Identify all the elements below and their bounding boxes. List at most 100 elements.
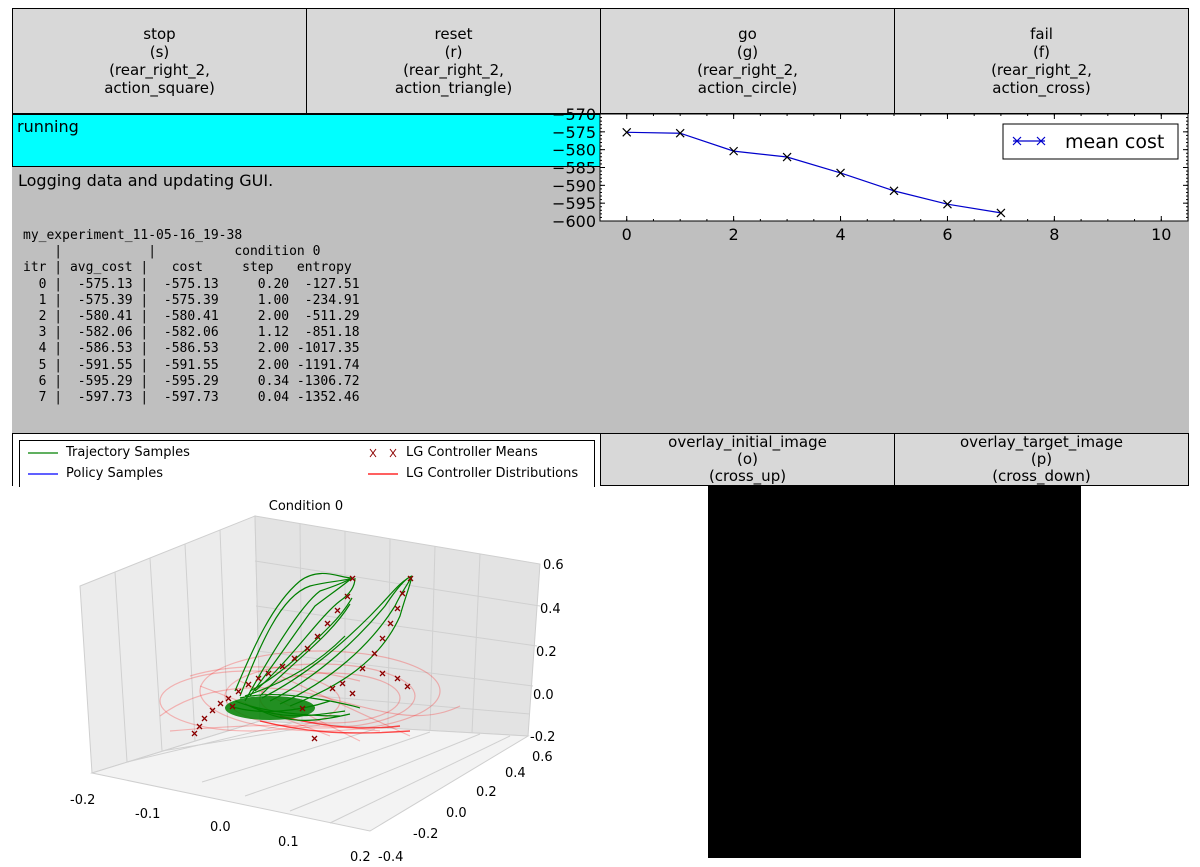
y-tick: -0.4: [378, 850, 403, 865]
x-tick-label: 10: [1151, 225, 1171, 244]
grid-lines: [114, 523, 541, 824]
go-button-line-1: go: [738, 25, 757, 43]
fail-button-line-2: (f): [1033, 43, 1050, 61]
mean-cost-point: [622, 127, 632, 137]
log-row: 4 | -586.53 | -586.53 2.00 -1017.35: [23, 341, 360, 357]
mean-cost-point: [996, 208, 1006, 218]
mean-cost-line: [626, 131, 1002, 214]
log-row: 7 | -597.73 | -597.73 0.04 -1352.46: [23, 390, 360, 406]
mean-cost-point: [675, 128, 685, 138]
overlay-initial-line-3: (cross_up): [708, 467, 787, 485]
go-button-line-4: action_circle): [697, 79, 798, 97]
stop-button-line-1: stop: [143, 25, 176, 43]
stop-button-line-2: (s): [149, 43, 170, 61]
y-tick-label: −585: [552, 159, 596, 178]
x-tick-label: 0: [622, 225, 632, 244]
status-text: running: [17, 117, 79, 136]
z-tick: 0.0: [533, 688, 554, 703]
z-tick: -0.2: [530, 730, 555, 745]
legend-marker-swatch: [1012, 136, 1022, 146]
status-bar: running: [12, 114, 601, 167]
log-subheader: | | condition 0: [23, 244, 321, 260]
overlay-initial-line-1: overlay_initial_image: [668, 433, 827, 451]
y-tick-label: −570: [552, 105, 596, 124]
legend-item-policy-samples: Policy Samples: [28, 466, 163, 481]
y-tick-label: −595: [552, 194, 596, 213]
stop-button-line-4: action_square): [104, 79, 215, 97]
x-tick: 0.0: [210, 820, 231, 835]
go-button[interactable]: go (g) (rear_right_2, action_circle): [600, 8, 895, 114]
x-tick: -0.2: [70, 793, 95, 808]
x-tick-label: 6: [942, 225, 952, 244]
x-axis-ticks: -0.2 -0.1 0.0 0.1 0.2: [70, 793, 371, 865]
reset-button-line-4: action_triangle): [394, 79, 513, 97]
legend-label: Policy Samples: [66, 466, 164, 481]
x-tick: 0.1: [278, 835, 299, 850]
overlay-target-image-button[interactable]: overlay_target_image (p) (cross_down): [894, 433, 1189, 486]
y-tick: 0.6: [532, 750, 553, 765]
camera-image-panel: [708, 486, 1081, 858]
legend-item-lg-controller-distributions: LG Controller Distributions: [368, 466, 578, 481]
overlay-initial-image-button[interactable]: overlay_initial_image (o) (cross_up): [600, 433, 895, 486]
log-row: 1 | -575.39 | -575.39 1.00 -234.91: [23, 292, 360, 308]
plot-title: Condition 0: [269, 499, 343, 514]
reset-button[interactable]: reset (r) (rear_right_2, action_triangle…: [306, 8, 601, 114]
log-title: my_experiment_11-05-16_19-38: [23, 228, 243, 243]
go-button-line-2: (g): [736, 43, 759, 61]
y-tick-label: −590: [552, 176, 596, 195]
reset-button-line-1: reset: [434, 25, 473, 43]
overlay-target-line-3: (cross_down): [992, 467, 1091, 485]
policy-samples-swatch: [28, 472, 58, 475]
y-tick-label: −575: [552, 123, 596, 142]
fail-button[interactable]: fail (f) (rear_right_2, action_cross): [894, 8, 1189, 114]
stop-button-line-3: (rear_right_2,: [109, 61, 210, 79]
mean-cost-point: [836, 168, 845, 178]
log-row: 6 | -595.29 | -595.29 0.34 -1306.72: [23, 373, 360, 389]
pane-floor: [90, 720, 530, 832]
log-row: 3 | -582.06 | -582.06 1.12 -851.18: [23, 325, 360, 341]
z-axis-ticks: -0.2 0.0 0.2 0.4 0.6: [530, 558, 564, 745]
trajectory-samples-swatch: [28, 451, 58, 454]
reset-button-line-2: (r): [444, 43, 463, 61]
x-tick-label: 4: [835, 225, 845, 244]
legend-item-lg-controller-means: LG Controller Means: [368, 445, 538, 460]
fail-button-line-1: fail: [1030, 25, 1053, 43]
z-tick: 0.2: [536, 645, 557, 660]
y-tick: 0.0: [446, 806, 467, 821]
mean-cost-point: [782, 152, 792, 162]
mean-cost-point: [889, 186, 899, 196]
lg-controller-means: [191, 575, 414, 742]
mean-cost-point: [943, 199, 952, 209]
legend-label: LG Controller Distributions: [406, 466, 579, 481]
log-row: 2 | -580.41 | -580.41 2.00 -511.29: [23, 309, 360, 325]
y-tick: 0.2: [476, 785, 497, 800]
legend-label: Trajectory Samples: [66, 445, 190, 460]
overlay-target-line-1: overlay_target_image: [959, 433, 1123, 451]
log-header: itr | avg_cost | cost step entropy: [23, 260, 352, 276]
y-tick: -0.2: [413, 827, 438, 842]
overlay-target-line-2: (p): [1030, 450, 1053, 468]
x-tick-label: 2: [729, 225, 739, 244]
trajectory-legend-wrapper: Trajectory Samples Policy Samples LG Con…: [12, 433, 601, 487]
z-tick: 0.4: [540, 602, 561, 617]
log-row: 0 | -575.13 | -575.13 0.20 -127.51: [23, 276, 360, 292]
x-tick: 0.2: [350, 850, 371, 865]
log-table: my_experiment_11-05-16_19-38 | | conditi…: [18, 228, 1183, 406]
lg-controller-distribution-core: [259, 715, 411, 734]
y-axis-ticks: -0.4 -0.2 0.0 0.2 0.4 0.6: [378, 750, 553, 865]
mean-cost-plot: −570−575−580−585−590−595−600 0 2 4 6 8 10 mean …: [552, 105, 1189, 244]
overlay-initial-line-2: (o): [737, 450, 758, 468]
y-tick-label: −600: [552, 212, 596, 231]
x-tick: -0.1: [135, 807, 160, 822]
condition-3d-plot: Condition 0: [70, 499, 564, 865]
fail-button-line-3: (rear_right_2,: [991, 61, 1092, 79]
stop-button[interactable]: stop (s) (rear_right_2, action_square): [12, 8, 307, 114]
mean-cost-point: [729, 146, 739, 156]
trajectory-cluster: [225, 696, 315, 720]
lg-controller-means-swatch: [369, 448, 397, 457]
x-tick-label: 8: [1049, 225, 1059, 244]
output-message: Logging data and updating GUI.: [18, 171, 274, 190]
legend-label-mean-cost: mean cost: [1065, 131, 1164, 153]
legend-label: LG Controller Means: [406, 445, 538, 460]
z-tick: 0.6: [543, 558, 564, 573]
